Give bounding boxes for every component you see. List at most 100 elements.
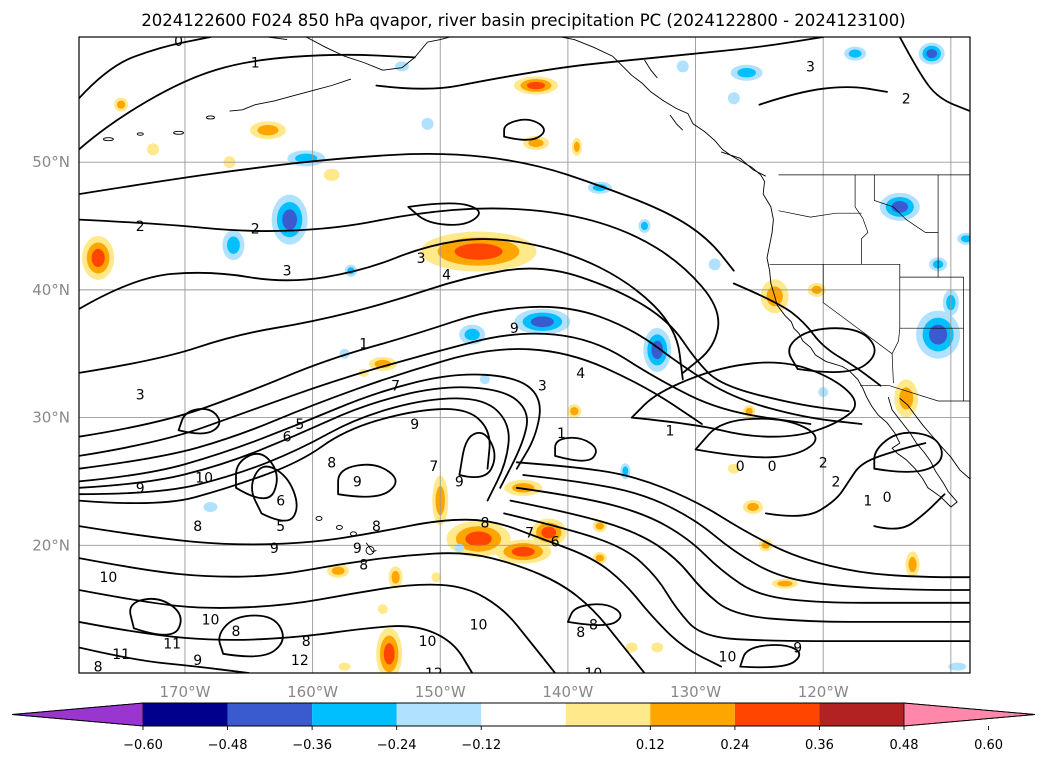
political-border	[873, 174, 939, 233]
coastline	[644, 59, 658, 79]
negative-pc-patch	[960, 235, 970, 243]
qvapor-contour-line	[554, 436, 597, 462]
contour-label: 4	[576, 366, 585, 382]
contour-label: 1	[251, 56, 260, 72]
contour-label: 3	[417, 251, 426, 267]
positive-pc-patch	[511, 546, 535, 557]
positive-pc-patch	[528, 138, 544, 148]
island-outline	[365, 545, 375, 555]
colorbar-tick-label: 0.24	[720, 738, 749, 753]
colorbar-tick-label: −0.12	[461, 738, 501, 753]
positive-pc-patch	[526, 81, 546, 90]
island-outline	[102, 137, 114, 142]
contour-label: 0	[174, 34, 183, 50]
qvapor-contour-line	[732, 282, 882, 387]
qvapor-contour-line	[79, 408, 491, 505]
contour-label: 11	[163, 637, 181, 653]
positive-pc-patch	[338, 662, 351, 671]
coastline	[365, 542, 377, 553]
contour-label: 9	[793, 640, 802, 656]
lon-tick-label: 170°W	[159, 683, 210, 701]
qvapor-contour-line	[79, 238, 684, 381]
qvapor-contour-line	[79, 552, 646, 673]
contour-label: 10	[719, 649, 737, 665]
colorbar-segment	[396, 703, 482, 726]
contour-label: 8	[359, 557, 368, 573]
qvapor-contour-line	[503, 118, 545, 141]
positive-pc-patch	[595, 522, 604, 530]
island-outline	[315, 516, 323, 521]
contour-label: 3	[283, 264, 292, 280]
positive-pc-patch	[465, 531, 492, 547]
political-border	[769, 174, 869, 265]
coastlines	[102, 37, 970, 555]
colorbar-tick-label: −0.48	[208, 738, 248, 753]
colorbar-segment	[565, 703, 651, 726]
qvapor-contour-line	[235, 452, 278, 500]
colorbar-tick-label: −0.24	[377, 738, 417, 753]
contour-label: 3	[806, 59, 815, 75]
colorbar-segment	[143, 703, 228, 726]
positive-pc-patch	[745, 407, 753, 415]
contour-label: 7	[429, 459, 438, 475]
contour-label: 10	[419, 634, 437, 650]
contour-label: 10	[99, 570, 117, 586]
qvapor-contour-line	[79, 37, 212, 100]
contour-label: 0	[736, 459, 745, 475]
coastline	[229, 78, 352, 112]
contour-label: 8	[232, 624, 241, 640]
contour-label: 10	[202, 612, 220, 628]
positive-pc-patch	[570, 407, 579, 416]
negative-pc-patch	[530, 316, 554, 328]
qvapor-contour-line	[79, 305, 863, 438]
negative-pc-patch	[592, 184, 607, 192]
contour-label: 8	[302, 634, 311, 650]
contour-label: 5	[295, 417, 304, 433]
negative-pc-patch	[203, 501, 218, 512]
positive-pc-patch	[391, 570, 400, 584]
island-outline	[173, 130, 185, 135]
contour-label: 8	[193, 519, 202, 535]
contour-label: 10	[470, 617, 488, 633]
positive-pc-patch	[899, 387, 914, 410]
colorbar-segment	[227, 703, 313, 726]
contour-label: 9	[410, 417, 419, 433]
positive-pc-patch	[777, 580, 793, 587]
island-outline	[335, 524, 343, 530]
coastline	[669, 114, 684, 131]
positive-pc-patch	[383, 643, 395, 665]
colorbar-tick-label: −0.60	[123, 738, 163, 753]
coastline	[266, 37, 288, 41]
lat-tick-label: 40°N	[32, 281, 70, 299]
negative-pc-patch	[479, 374, 490, 385]
contour-label: 1	[863, 494, 872, 510]
contour-label: 1	[359, 337, 368, 353]
negative-pc-patch	[394, 61, 409, 72]
qvapor-contours	[79, 37, 970, 673]
contour-label: 8	[372, 519, 381, 535]
political-border	[891, 277, 901, 354]
positive-pc-patch	[91, 248, 105, 268]
qvapor-contour-line	[873, 431, 943, 473]
qvapor-contour-line	[79, 397, 510, 502]
lon-tick-label: 140°W	[542, 683, 593, 701]
island-outline	[206, 115, 215, 120]
latitude-tick-labels: 50°N 40°N 30°N 20°N	[32, 153, 70, 554]
positive-pc-patch	[651, 642, 664, 653]
positive-pc-patch	[625, 642, 638, 653]
positive-pc-patch	[377, 604, 388, 615]
contour-label: 0	[768, 459, 777, 475]
contour-label: 3	[538, 379, 547, 395]
colorbar-segment	[312, 703, 397, 726]
qvapor-contour-line	[79, 267, 850, 413]
qvapor-contour-line	[79, 373, 541, 483]
political-border	[778, 210, 862, 218]
lon-tick-label: 120°W	[798, 683, 849, 701]
contour-label: 1	[557, 426, 566, 442]
contour-label: 2	[136, 219, 145, 235]
contour-label: 7	[391, 379, 400, 395]
positive-pc-patch	[331, 566, 345, 575]
qvapor-contour-line	[407, 202, 480, 226]
